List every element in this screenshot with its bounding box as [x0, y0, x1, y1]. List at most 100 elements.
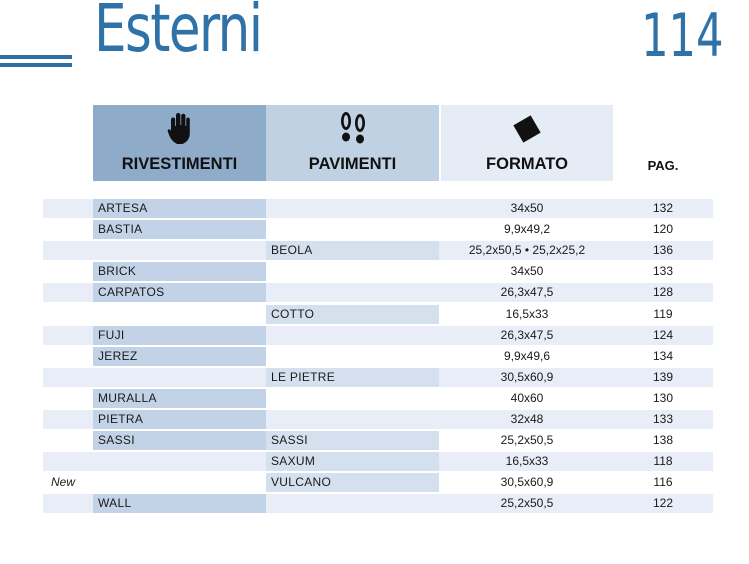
table-row: FUJI 26,3x47,5 124	[43, 325, 713, 345]
cell-pag: 119	[653, 306, 673, 321]
cell-rivestimenti	[93, 452, 266, 471]
cell-rivestimenti: MURALLA	[93, 388, 266, 408]
new-tag	[51, 452, 91, 471]
cell-rivestimenti	[93, 473, 266, 492]
new-tag	[51, 389, 91, 408]
cell-formato: 30,5x60,9	[500, 369, 554, 384]
table-row: SAXUM 16,5x33 118	[43, 452, 713, 472]
cell-rivestimenti: BASTIA	[93, 220, 266, 240]
table-row: ARTESA 34x50 132	[43, 199, 713, 218]
cell-pag: 133	[652, 412, 674, 426]
cell-rivestimenti: JEREZ	[93, 346, 266, 366]
page-title: Esterni	[94, 0, 263, 67]
cell-pavimenti: SASSI	[266, 431, 439, 451]
table-row: LE PIETRE 30,5x60,9 139	[43, 367, 713, 387]
page-number: 114	[641, 1, 724, 71]
cell-rivestimenti: SASSI	[93, 431, 266, 451]
cell-pavimenti: VULCANO	[266, 473, 439, 493]
cell-pavimenti: LE PIETRE	[266, 367, 439, 387]
new-tag	[51, 220, 91, 239]
column-label-formato: FORMATO	[486, 155, 568, 173]
new-tag	[51, 326, 91, 345]
new-tag: New	[51, 475, 76, 490]
new-tag	[51, 368, 91, 387]
new-tag	[51, 494, 91, 513]
cell-pag: 136	[652, 243, 674, 258]
table-row: MURALLA 40x60 130	[43, 388, 713, 408]
cell-pag: 128	[652, 285, 674, 300]
cell-rivestimenti: PIETRA	[93, 410, 266, 429]
cell-pag: 120	[652, 222, 674, 237]
table-row: CARPATOS 26,3x47,5 128	[43, 283, 713, 303]
column-header-rivestimenti: RIVESTIMENTI	[93, 105, 266, 181]
table-row: JEREZ 9,9x49,6 134	[43, 346, 713, 366]
cell-rivestimenti	[93, 241, 266, 260]
cell-pavimenti	[266, 326, 439, 345]
table-row: COTTO 16,5x33 119	[43, 304, 713, 324]
cell-pag: 124	[652, 327, 674, 342]
column-header-formato: FORMATO	[441, 105, 613, 181]
new-tag	[51, 410, 91, 429]
table-row: New VULCANO 30,5x60,9 116	[43, 473, 713, 493]
table-row: PIETRA 32x48 133	[43, 410, 713, 429]
cell-pavimenti: BEOLA	[266, 241, 439, 261]
cell-formato: 30,5x60,9	[500, 475, 554, 490]
new-tag	[51, 347, 91, 366]
new-tag	[51, 283, 91, 302]
cell-formato: 32x48	[510, 412, 544, 426]
cell-formato: 16,5x33	[505, 454, 549, 469]
table-row: BASTIA 9,9x49,2 120	[43, 220, 713, 240]
cell-formato: 9,9x49,6	[503, 348, 551, 363]
footprints-icon	[337, 111, 369, 152]
column-label-pag: PAG.	[647, 158, 679, 173]
cell-pag: 133	[652, 264, 674, 279]
cell-formato: 16,5x33	[505, 306, 549, 321]
cell-pavimenti	[266, 220, 439, 239]
column-label-pavimenti: PAVIMENTI	[308, 155, 397, 173]
new-tag	[51, 262, 91, 281]
cell-formato: 9,9x49,2	[503, 222, 551, 237]
new-tag	[51, 305, 91, 324]
cell-pag: 134	[652, 348, 674, 363]
header-rule	[0, 63, 72, 67]
new-tag	[51, 431, 91, 450]
cell-rivestimenti: ARTESA	[93, 199, 266, 218]
cell-pavimenti	[266, 199, 439, 218]
cell-pavimenti: COTTO	[266, 304, 439, 324]
cell-pag: 139	[652, 369, 674, 384]
cell-rivestimenti	[93, 305, 266, 324]
cell-formato: 34x50	[510, 201, 544, 215]
cell-pavimenti	[266, 494, 439, 513]
cell-formato: 25,2x50,5	[500, 496, 554, 511]
cell-pag: 116	[653, 475, 673, 490]
cell-formato: 26,3x47,5	[500, 327, 554, 342]
cell-pavimenti	[266, 347, 439, 366]
tile-square-icon	[510, 111, 544, 152]
header-rule	[0, 55, 72, 59]
cell-rivestimenti: FUJI	[93, 325, 266, 345]
cell-pavimenti: SAXUM	[266, 452, 439, 472]
cell-pag: 132	[652, 201, 674, 215]
new-tag	[51, 199, 91, 218]
table-row: SASSI SASSI 25,2x50,5 138	[43, 431, 713, 451]
hand-icon	[167, 111, 193, 152]
cell-pag: 138	[652, 433, 674, 448]
cell-formato: 25,2x50,5 • 25,2x25,2	[468, 243, 586, 258]
cell-pavimenti	[266, 283, 439, 302]
table-row: WALL 25,2x50,5 122	[43, 494, 713, 514]
cell-pag: 122	[652, 496, 674, 511]
cell-rivestimenti: CARPATOS	[93, 283, 266, 303]
new-tag	[51, 241, 91, 260]
cell-formato: 40x60	[510, 390, 544, 405]
cell-pavimenti	[266, 410, 439, 429]
cell-rivestimenti: WALL	[93, 494, 266, 514]
cell-formato: 26,3x47,5	[500, 285, 554, 300]
cell-rivestimenti	[93, 368, 266, 387]
cell-formato: 25,2x50,5	[500, 433, 554, 448]
cell-pag: 118	[653, 454, 673, 469]
cell-pag: 130	[652, 390, 674, 405]
cell-formato: 34x50	[510, 264, 544, 279]
table-row: BEOLA 25,2x50,5 • 25,2x25,2 136	[43, 241, 713, 261]
table-row: BRICK 34x50 133	[43, 262, 713, 282]
cell-pavimenti	[266, 262, 439, 281]
